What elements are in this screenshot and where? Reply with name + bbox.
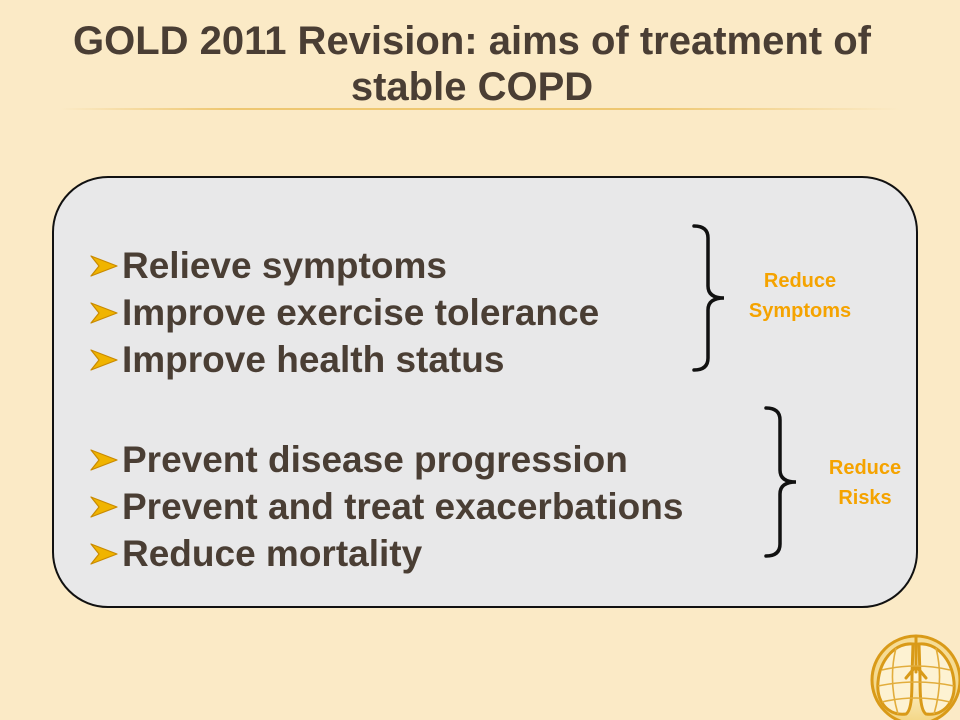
arrow-bullet-icon (90, 542, 118, 565)
bullet-text: Improve health status (122, 339, 505, 380)
label-line-1: Reduce (763, 270, 837, 292)
reduce-symptoms-label: Reduce Symptoms (730, 266, 870, 326)
bullet-text: Prevent disease progression (122, 439, 628, 480)
bullet-item: Prevent disease progression (88, 436, 683, 483)
reduce-risks-label: Reduce Risks (800, 453, 930, 513)
bullet-item: Prevent and treat exacerbations (88, 483, 683, 530)
arrow-bullet-icon (90, 348, 118, 371)
label-line-2: Risks (838, 487, 892, 509)
arrow-bullet-icon (90, 254, 118, 277)
label-line-1: Reduce (828, 457, 902, 479)
bullet-text: Reduce mortality (122, 533, 423, 574)
bullet-item: Reduce mortality (88, 530, 683, 577)
slide-title: GOLD 2011 Revision: aims of treatment of… (0, 18, 944, 110)
title-line-2: stable COPD (350, 65, 594, 109)
bullet-text: Prevent and treat exacerbations (122, 486, 684, 527)
right-curly-brace-icon (692, 224, 725, 372)
label-line-2: Symptoms (748, 300, 852, 322)
symptom-aims-list: Relieve symptoms Improve exercise tolera… (88, 242, 599, 383)
bullet-item: Improve exercise tolerance (88, 289, 599, 336)
arrow-bullet-icon (90, 448, 118, 471)
bullet-text: Relieve symptoms (122, 245, 447, 286)
title-line-1: GOLD 2011 Revision: aims of treatment of (73, 19, 871, 63)
arrow-bullet-icon (90, 495, 118, 518)
bullet-item: Improve health status (88, 336, 599, 383)
bullet-text: Improve exercise tolerance (122, 292, 600, 333)
title-divider (60, 108, 900, 110)
aims-panel (52, 176, 918, 608)
risk-aims-list: Prevent disease progression Prevent and … (88, 436, 683, 577)
right-curly-brace-icon (764, 406, 797, 558)
gold-lungs-globe-logo (870, 634, 960, 720)
bullet-item: Relieve symptoms (88, 242, 599, 289)
arrow-bullet-icon (90, 301, 118, 324)
